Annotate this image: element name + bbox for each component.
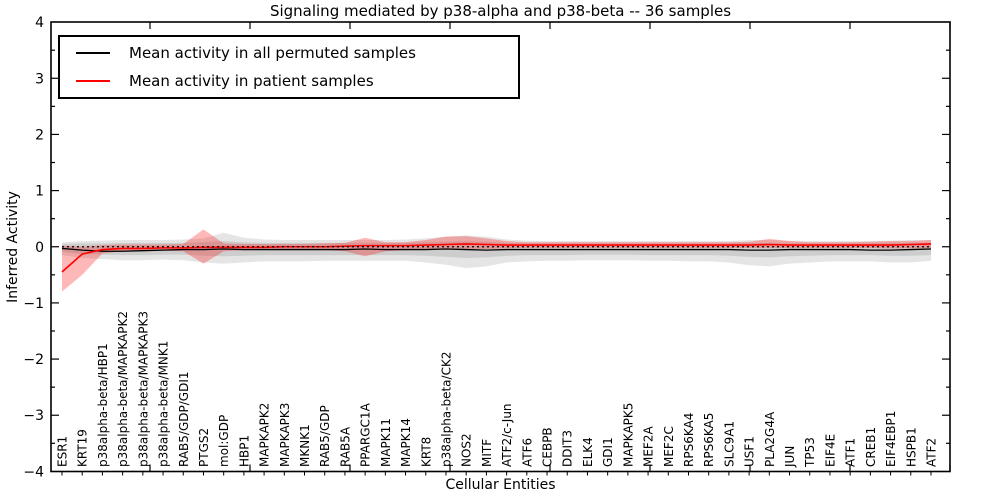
x-entity-label: p38alpha-beta/MAPKAPK3 — [136, 311, 150, 467]
x-entity-label: EIF4E — [823, 434, 837, 467]
x-entity-label: PTGS2 — [197, 428, 211, 467]
x-entity-label: MAPKAPK5 — [621, 403, 635, 467]
x-entity-label: PPARGC1A — [359, 402, 373, 467]
x-entity-label: MITF — [480, 439, 494, 467]
y-tick-label: −3 — [23, 408, 44, 424]
x-entity-label: RAB5A — [338, 426, 352, 467]
x-entity-label: DDIT3 — [561, 430, 575, 467]
x-entity-label: USF1 — [743, 436, 757, 467]
y-axis-label: Inferred Activity — [5, 191, 21, 303]
legend-item: Mean activity in all permuted samples — [60, 40, 518, 66]
y-tick-label: 4 — [35, 15, 44, 31]
x-entity-label: CEBPB — [541, 427, 555, 467]
y-tick-label: 3 — [35, 71, 44, 87]
x-entity-label: RPS6KA4 — [682, 413, 696, 467]
permuted-mean-line — [61, 247, 932, 252]
x-entity-label: HBP1 — [237, 435, 251, 467]
x-entity-label: ATF2/c-Jun — [500, 403, 514, 467]
x-entity-label: MAPK11 — [379, 418, 393, 467]
patient-mean-line — [61, 243, 932, 273]
x-entity-label: EIF4EBP1 — [884, 411, 898, 467]
y-tick-label: 1 — [35, 184, 44, 200]
x-entity-label: p38alpha-beta/MNK1 — [157, 341, 171, 467]
x-entity-label: MAPKAPK2 — [258, 403, 272, 467]
x-entity-label: ATF1 — [844, 438, 858, 467]
x-entity-label: RAB5/GDP/GDI1 — [177, 371, 191, 467]
y-tick-label: −2 — [23, 352, 44, 368]
chart-title: Signaling mediated by p38-alpha and p38-… — [269, 2, 732, 20]
legend-item: Mean activity in patient samples — [60, 68, 518, 94]
x-entity-label: p38alpha-beta/HBP1 — [96, 343, 110, 467]
x-entity-label: HSPB1 — [904, 427, 918, 467]
permuted-line-swatch — [76, 52, 110, 55]
y-tick-label: 0 — [35, 240, 44, 256]
x-entity-label: mol:GDP — [217, 415, 231, 467]
x-entity-label: p38alpha-beta/CK2 — [439, 352, 453, 467]
x-entity-label: ELK4 — [581, 437, 595, 467]
legend-label: Mean activity in all permuted samples — [129, 44, 416, 63]
x-entity-label: KRT8 — [419, 437, 433, 467]
x-entity-label: ESR1 — [56, 436, 70, 467]
x-entity-label: MEF2A — [642, 426, 656, 467]
y-tick-label: −4 — [23, 464, 44, 480]
patient-line-swatch — [76, 79, 110, 82]
x-entity-label: RAB5/GDP — [318, 405, 332, 467]
x-entity-label: SLC9A1 — [722, 421, 736, 467]
x-entity-label: RPS6KA5 — [702, 413, 716, 467]
y-tick-label: −1 — [23, 296, 44, 312]
x-entity-label: NOS2 — [460, 433, 474, 467]
x-entity-label: MAPK14 — [399, 418, 413, 467]
x-entity-label: ATF6 — [520, 438, 534, 467]
x-entity-label: MKNK1 — [298, 424, 312, 467]
x-entity-label: ATF2 — [925, 438, 939, 467]
x-entity-label: KRT19 — [76, 429, 90, 467]
x-entity-label: MAPKAPK3 — [278, 403, 292, 467]
y-tick-label: 2 — [35, 127, 44, 143]
x-entity-label: p38alpha-beta/MAPKAPK2 — [116, 311, 130, 467]
x-axis-label: Cellular Entities — [445, 477, 556, 493]
x-entity-label: MEF2C — [662, 426, 676, 467]
x-entity-label: JUN — [783, 446, 797, 468]
legend: Mean activity in all permuted samples Me… — [58, 35, 520, 99]
x-entity-label: PLA2G4A — [763, 411, 777, 467]
legend-label: Mean activity in patient samples — [129, 71, 374, 90]
x-entity-label: CREB1 — [864, 427, 878, 467]
x-entity-label: TP53 — [803, 437, 817, 468]
x-entity-label: GDI1 — [601, 437, 615, 467]
